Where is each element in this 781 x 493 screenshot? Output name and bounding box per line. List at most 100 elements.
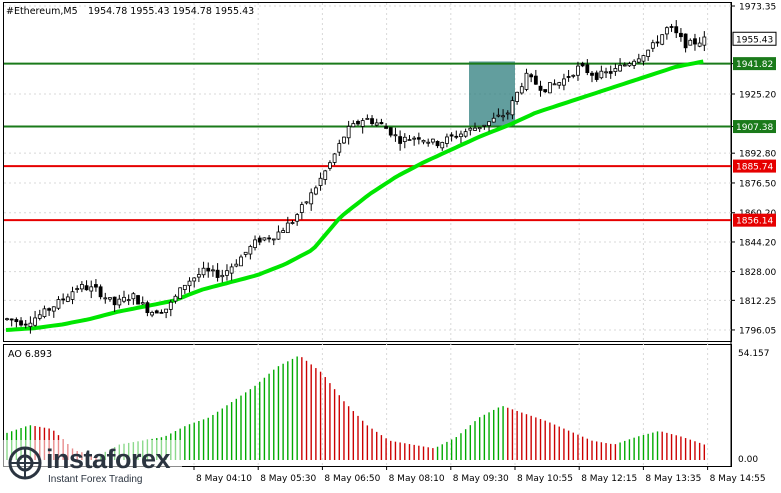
price-tick-label: 1844.20 xyxy=(739,238,776,248)
candle-body xyxy=(14,319,19,323)
candle xyxy=(299,201,304,220)
candle xyxy=(154,309,159,314)
candle-body xyxy=(281,230,286,233)
candle xyxy=(491,112,496,123)
candle-body xyxy=(42,308,47,317)
candle-body xyxy=(491,117,496,123)
candle-body xyxy=(351,123,356,128)
candle xyxy=(33,310,37,327)
candle xyxy=(580,61,585,68)
candle xyxy=(599,65,604,80)
candle-body xyxy=(253,239,257,248)
candle xyxy=(19,317,23,327)
candle-body xyxy=(117,298,122,306)
candle xyxy=(641,54,646,66)
candle xyxy=(571,74,576,79)
candle-body xyxy=(131,293,136,300)
candle-body xyxy=(515,91,520,102)
candle-body xyxy=(618,64,622,72)
candle xyxy=(94,279,98,292)
candle xyxy=(75,285,80,293)
candle-body xyxy=(496,114,501,117)
candle-body xyxy=(365,117,370,120)
candle xyxy=(342,136,346,144)
candle xyxy=(313,185,318,196)
current-price-tag-bg xyxy=(732,31,777,46)
candle xyxy=(693,33,697,51)
candle xyxy=(136,294,140,305)
candle-body xyxy=(28,322,33,327)
candle-body xyxy=(421,139,426,143)
candle-body xyxy=(140,302,145,305)
ao-bottom-value: 0.00 xyxy=(738,455,758,465)
candle xyxy=(23,320,28,329)
candle xyxy=(51,306,56,318)
candle-body xyxy=(150,312,154,316)
candle-body xyxy=(454,135,459,138)
candle-body xyxy=(299,204,304,213)
candle xyxy=(187,277,192,293)
candle xyxy=(594,70,599,82)
candle xyxy=(211,265,215,277)
candle xyxy=(430,138,435,145)
candle-body xyxy=(225,270,229,276)
candle xyxy=(234,259,239,268)
candle xyxy=(196,267,201,283)
candle xyxy=(655,35,660,47)
candle xyxy=(126,294,131,306)
candle xyxy=(178,287,183,300)
candle xyxy=(613,63,618,76)
candle xyxy=(140,296,145,305)
candle xyxy=(627,61,632,67)
candle-body xyxy=(636,58,641,63)
candle xyxy=(356,119,360,126)
candle xyxy=(164,308,169,319)
candle xyxy=(56,296,61,310)
candle-body xyxy=(576,65,580,76)
candle xyxy=(253,235,257,251)
price-tick-label: 1876.50 xyxy=(739,179,776,189)
candle-body xyxy=(304,201,309,204)
candle xyxy=(262,237,267,242)
candle-body xyxy=(276,231,281,240)
candle xyxy=(473,122,477,131)
candle-body xyxy=(192,277,197,282)
level-tag-label: 1856.14 xyxy=(736,217,773,227)
candle xyxy=(632,59,637,70)
candle xyxy=(449,132,454,142)
candle xyxy=(435,140,440,149)
candle-body xyxy=(257,237,262,243)
candle xyxy=(360,118,365,134)
candle xyxy=(98,284,103,300)
candle xyxy=(618,58,622,72)
candle xyxy=(683,33,688,53)
candle xyxy=(688,38,693,46)
candle xyxy=(590,70,594,83)
candle-body xyxy=(482,124,487,127)
candle-body xyxy=(393,134,398,137)
candle-body xyxy=(37,314,42,319)
candle-body xyxy=(557,82,562,86)
candle xyxy=(482,124,487,130)
candle-body xyxy=(384,126,388,129)
candle-body xyxy=(313,187,318,195)
candle xyxy=(239,254,243,267)
candle-body xyxy=(388,127,393,136)
candle xyxy=(14,317,19,328)
price-tick-label: 1796.05 xyxy=(739,326,776,336)
candle-body xyxy=(103,297,108,300)
watermark-brand: instaforex xyxy=(46,444,171,474)
candle xyxy=(505,110,510,120)
candle-body xyxy=(19,320,23,326)
candle xyxy=(608,65,613,79)
candle-body xyxy=(477,127,482,130)
candle xyxy=(669,23,674,32)
time-tick-label: 8 May 14:55 xyxy=(710,474,766,484)
candle xyxy=(487,121,491,132)
candle-body xyxy=(201,267,206,276)
candle xyxy=(37,309,42,321)
candle xyxy=(576,61,580,81)
ao-top-value: 54.157 xyxy=(738,349,770,359)
candle-body xyxy=(679,32,683,38)
candle xyxy=(61,293,66,305)
